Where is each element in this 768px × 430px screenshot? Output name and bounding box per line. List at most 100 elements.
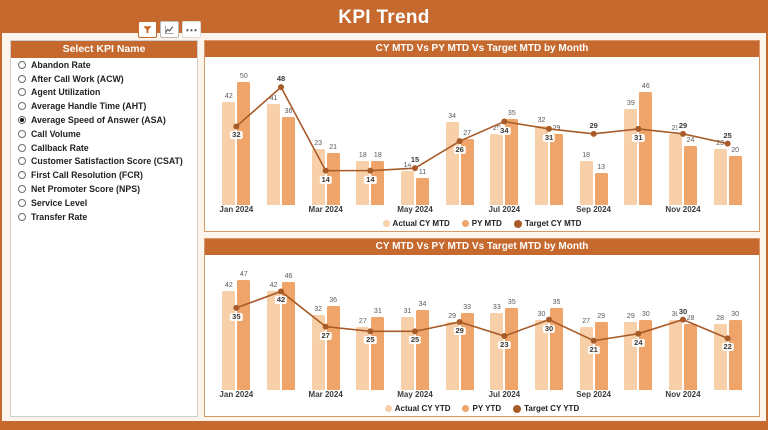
radio-icon[interactable]	[18, 212, 26, 221]
bar-py[interactable]	[550, 133, 563, 205]
legend-item[interactable]: Target CY YTD	[513, 404, 579, 413]
bar-py[interactable]	[639, 92, 653, 205]
kpi-option[interactable]: First Call Resolution (FCR)	[11, 168, 197, 182]
bar-value-label: 42	[269, 282, 278, 290]
bar-py[interactable]	[371, 160, 385, 205]
bar-py[interactable]	[416, 178, 429, 205]
kpi-option-label: Customer Satisfaction Score (CSAT)	[31, 156, 183, 167]
funnel-glyph	[143, 26, 152, 34]
bar-py[interactable]	[237, 279, 251, 390]
radio-icon[interactable]	[18, 198, 26, 207]
target-value-label: 32	[230, 130, 243, 140]
bar-py[interactable]	[237, 82, 251, 205]
bar-py[interactable]	[282, 116, 295, 205]
bar-py[interactable]	[550, 307, 563, 390]
target-value-label: 34	[498, 125, 511, 135]
bar-actual[interactable]	[356, 160, 370, 205]
target-point[interactable]	[278, 84, 284, 91]
bar-actual[interactable]	[401, 317, 414, 390]
bar-py[interactable]	[728, 319, 742, 390]
bar-actual[interactable]	[713, 324, 727, 390]
bar-value-label: 36	[329, 296, 338, 304]
kpi-option[interactable]: Call Volume	[11, 127, 197, 141]
bar-py[interactable]	[594, 173, 608, 205]
bar-actual[interactable]	[222, 291, 236, 390]
radio-icon[interactable]	[18, 143, 26, 152]
x-tick-label: Mar 2024	[308, 390, 343, 399]
radio-icon[interactable]	[18, 171, 26, 180]
bar-actual[interactable]	[490, 133, 504, 205]
bar-py[interactable]	[416, 310, 429, 390]
bar-value-label: 18	[373, 151, 382, 159]
bar-actual[interactable]	[624, 109, 638, 205]
kpi-option[interactable]: After Call Work (ACW)	[11, 72, 197, 86]
page-title: KPI Trend	[338, 7, 430, 28]
radio-icon[interactable]	[18, 74, 26, 83]
bar-actual[interactable]	[311, 314, 325, 390]
more-options-icon[interactable]: ⋯	[182, 21, 201, 38]
bar-value-label: 35	[552, 298, 561, 306]
charts-column: CY MTD Vs PY MTD Vs Target MTD by Month …	[204, 40, 760, 417]
bar-py[interactable]	[371, 317, 385, 390]
kpi-option[interactable]: Service Level	[11, 196, 197, 210]
legend-item[interactable]: Actual CY YTD	[384, 404, 450, 413]
bar-actual[interactable]	[579, 326, 593, 390]
kpi-option[interactable]: Average Handle Time (AHT)	[11, 99, 197, 113]
bar-value-label: 46	[284, 273, 293, 281]
target-value-label: 25	[408, 335, 422, 345]
kpi-option-label: Agent Utilization	[31, 87, 101, 98]
target-value-label: 29	[453, 325, 466, 335]
bar-actual[interactable]	[669, 319, 682, 390]
mtd-chart-legend: Actual CY MTD PY MTD Target CY MTD	[205, 216, 759, 231]
radio-selected-icon[interactable]	[18, 116, 26, 125]
radio-icon[interactable]	[18, 185, 26, 194]
kpi-option[interactable]: Transfer Rate	[11, 210, 197, 224]
bar-actual[interactable]	[624, 321, 638, 390]
mtd-chart-panel: CY MTD Vs PY MTD Vs Target MTD by Month …	[204, 40, 760, 232]
bar-py[interactable]	[460, 312, 474, 390]
filter-icon[interactable]	[138, 21, 157, 38]
radio-icon[interactable]	[18, 88, 26, 97]
bar-actual[interactable]	[490, 312, 504, 390]
kpi-option-label: First Call Resolution (FCR)	[31, 170, 143, 181]
bar-actual[interactable]	[579, 160, 593, 205]
radio-icon[interactable]	[18, 157, 26, 166]
target-value-label: 25	[364, 335, 377, 345]
kpi-option[interactable]: Abandon Rate	[11, 58, 197, 72]
legend-line-marker-icon	[513, 219, 522, 228]
radio-icon[interactable]	[18, 102, 26, 111]
x-tick-label: Sep 2024	[576, 390, 612, 399]
target-point[interactable]	[590, 130, 597, 137]
kpi-option[interactable]: Average Speed of Answer (ASA)	[11, 113, 197, 127]
bar-py[interactable]	[684, 146, 697, 205]
kpi-option[interactable]: Customer Satisfaction Score (CSAT)	[11, 155, 197, 169]
bottom-accent-strip	[2, 421, 766, 428]
bar-value-label: 29	[552, 124, 561, 132]
legend-item[interactable]: Target CY MTD	[513, 219, 581, 228]
bar-py[interactable]	[728, 155, 742, 205]
legend-item[interactable]: Actual CY MTD	[382, 219, 450, 228]
forecast-icon[interactable]	[160, 21, 179, 38]
bar-py[interactable]	[684, 324, 697, 390]
legend-item[interactable]: PY MTD	[461, 219, 502, 228]
bar-actual[interactable]	[267, 291, 280, 390]
bar-py[interactable]	[639, 319, 653, 390]
radio-icon[interactable]	[18, 60, 26, 69]
bar-value-label: 20	[731, 146, 740, 154]
bar-actual[interactable]	[267, 104, 280, 205]
bar-py[interactable]	[326, 305, 340, 390]
bar-actual[interactable]	[222, 101, 236, 205]
kpi-option[interactable]: Callback Rate	[11, 141, 197, 155]
target-value-label: 26	[453, 145, 466, 155]
bar-actual[interactable]	[713, 148, 727, 205]
bar-actual[interactable]	[401, 170, 414, 205]
bar-value-label: 34	[448, 112, 457, 120]
bar-value-label: 24	[686, 137, 695, 145]
kpi-option[interactable]: Agent Utilization	[11, 86, 197, 100]
radio-icon[interactable]	[18, 129, 26, 138]
bar-py[interactable]	[594, 321, 608, 390]
bar-value-label: 13	[597, 164, 606, 172]
kpi-option[interactable]: Net Promoter Score (NPS)	[11, 182, 197, 196]
legend-item[interactable]: PY YTD	[462, 404, 501, 413]
